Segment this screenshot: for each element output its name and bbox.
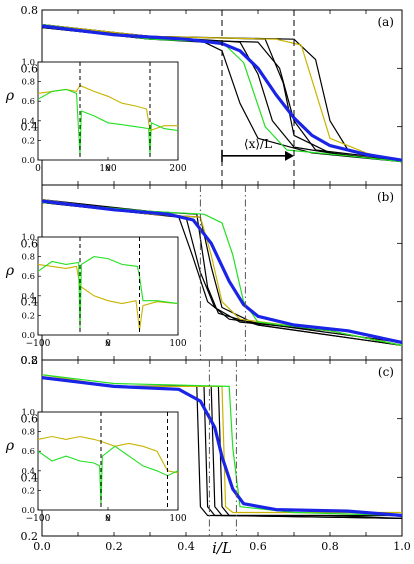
- series-line: [41, 24, 403, 162]
- series-group: [41, 199, 403, 346]
- y-tick-label: 0.4: [21, 121, 39, 134]
- arrow-label: ⟨x⟩/L: [244, 137, 272, 151]
- inset-y-tick-label: 0.6: [21, 272, 35, 282]
- inset-y-tick-label: 0.8: [21, 428, 35, 438]
- inset-x-label: x: [105, 513, 111, 524]
- y-tick-label: 0.6: [21, 237, 39, 250]
- x-tick-label: 0.6: [249, 540, 267, 553]
- panel-label: (c): [378, 365, 394, 379]
- series-group: [41, 374, 403, 519]
- inset-series-line: [37, 88, 179, 156]
- inset-frame: [37, 61, 179, 161]
- inset-y-tick-label: 0.8: [21, 78, 35, 88]
- y-tick-label: 0.8: [21, 354, 39, 367]
- y-tick-label: 0.2: [21, 354, 39, 367]
- inset-y-tick-label: 1.0: [21, 408, 35, 418]
- y-tick-label: 0.4: [21, 471, 39, 484]
- panel-b: 0.2 0.4 0.6 (b) 0.0 0.2 0.4 0.6 0.8 1.0 −100 0 100 x: [21, 184, 403, 367]
- x-tick-label: 0.4: [177, 540, 195, 553]
- inset-y-tick-label: 0.4: [21, 117, 35, 127]
- y-tick-label: 0.4: [21, 296, 39, 309]
- panel-label: (a): [377, 15, 394, 29]
- inset-y-tick-label: 0.4: [21, 292, 35, 302]
- inset-x-label: x: [105, 163, 111, 174]
- inset: 0.0 0.2 0.4 0.6 0.8 1.0 −100 0 100 x: [21, 233, 186, 349]
- y-tick-label: 0.6: [21, 62, 39, 75]
- inset-series-line: [37, 263, 179, 331]
- series-line: [41, 201, 403, 346]
- panel-label: (b): [377, 190, 394, 204]
- arrow-head: [285, 150, 294, 161]
- inset-frame: [37, 236, 179, 336]
- series-line: [41, 199, 403, 345]
- inset-y-tick-label: 0.0: [21, 506, 35, 516]
- series-line: [41, 24, 403, 163]
- panel-c: 0.20.40.60.80.0 0.2 0.4 0.6 0.8 1.0(c)0.00.20…: [21, 354, 411, 553]
- x-tick-label: 1.0: [393, 540, 411, 553]
- inset-y-tick-label: 0.2: [21, 311, 35, 321]
- inset-y-tick-label: 0.4: [21, 467, 35, 477]
- series-group: [41, 24, 403, 163]
- inset-x-tick-label: 0: [105, 514, 111, 524]
- inset-series-line: [37, 256, 179, 331]
- inset-x-tick-label: 100: [99, 164, 116, 174]
- x-axis-label: i/L: [212, 539, 232, 557]
- y-tick-label: 0.6: [21, 413, 39, 426]
- inset-y-tick-label: 0.6: [21, 97, 35, 107]
- inset-y-tick-label: 0.8: [21, 253, 35, 263]
- inset: 0.0 0.2 0.4 0.6 0.8 1.0 0 100 200 x: [21, 58, 186, 174]
- inset-y-tick-label: 0.2: [21, 486, 35, 496]
- panel-a: 0.4 0.6 0.8 ⟨x⟩/L (a) 0.0 0.2 0.4 0.6 0.8 1.0 0 100 2…: [21, 4, 403, 186]
- inset-y-tick-label: 0.0: [21, 156, 35, 166]
- inset-x-tick-label: 200: [169, 164, 186, 174]
- inset-y-tick-label: 0.0: [21, 331, 35, 341]
- y-tick-label: 0.2: [21, 530, 39, 543]
- y-axis-label-b: ρ: [5, 263, 15, 279]
- inset-x-tick-label: 0: [35, 164, 41, 174]
- inset-y-tick-label: 0.6: [21, 447, 35, 457]
- inset-frame: [37, 411, 179, 511]
- x-tick-label: 0.8: [321, 540, 339, 553]
- inset: 0.0 0.2 0.4 0.6 0.8 1.0 −100 0 100 x: [21, 408, 186, 524]
- x-tick-label: 0.2: [105, 540, 123, 553]
- y-axis-label-c: ρ: [5, 438, 15, 454]
- series-line: [41, 374, 403, 517]
- inset-x-tick-label: 100: [169, 339, 186, 349]
- inset-y-tick-label: 0.2: [21, 136, 35, 146]
- inset-x-tick-label: −100: [26, 514, 51, 524]
- series-line: [41, 376, 403, 518]
- inset-series-line: [37, 445, 179, 506]
- y-axis-label-a: ρ: [5, 88, 15, 104]
- inset-y-tick-label: 1.0: [21, 58, 35, 68]
- inset-series-line: [37, 435, 179, 474]
- y-tick-label: 0.8: [21, 4, 39, 17]
- inset-y-tick-label: 1.0: [21, 233, 35, 243]
- x-tick-label: 0.0: [33, 540, 51, 553]
- inset-x-label: x: [105, 338, 111, 349]
- inset-x-tick-label: −100: [26, 339, 51, 349]
- inset-x-tick-label: 0: [105, 339, 111, 349]
- inset-x-tick-label: 100: [169, 514, 186, 524]
